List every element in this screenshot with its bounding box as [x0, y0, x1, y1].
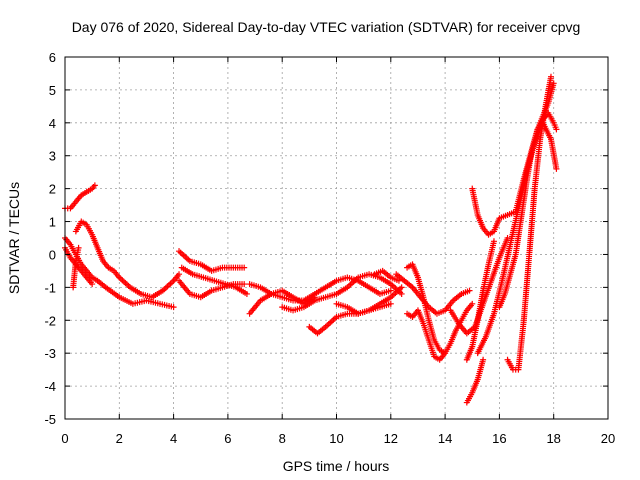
series-arc-1: [62, 182, 98, 212]
y-axis-label: SDTVAR / TECUs: [6, 182, 22, 294]
series-arc-4: [72, 218, 183, 301]
series-arc-15: [393, 271, 473, 317]
x-tick-label: 0: [61, 431, 68, 446]
data-point: [91, 182, 98, 189]
y-tick-label: 3: [49, 149, 56, 164]
x-tick-label: 6: [224, 431, 231, 446]
y-tick-label: 0: [49, 247, 56, 262]
series-arc-14: [371, 267, 402, 284]
y-tick-label: 4: [49, 116, 56, 131]
data-point: [387, 300, 394, 307]
data-point: [241, 264, 248, 271]
data-point: [176, 271, 183, 278]
y-tick-label: -3: [44, 346, 56, 361]
series-arc-13: [333, 284, 405, 317]
y-tick-label: -2: [44, 313, 56, 328]
data-point: [170, 304, 177, 311]
axis-ticks: [64, 56, 609, 420]
y-tick-label: 2: [49, 182, 56, 197]
data-marks: [62, 73, 560, 406]
y-tick-label: -1: [44, 280, 56, 295]
x-tick-label: 2: [116, 431, 123, 446]
x-tick-label: 12: [384, 431, 398, 446]
x-axis-tick-labels: 0 2 4 6 8 10 12 14 16 18 20: [61, 431, 615, 446]
series-arc-19: [463, 238, 497, 363]
data-point: [480, 356, 487, 363]
data-point: [398, 284, 405, 291]
x-tick-label: 18: [546, 431, 560, 446]
x-tick-label: 20: [601, 431, 615, 446]
data-point: [75, 244, 82, 251]
x-tick-label: 16: [492, 431, 506, 446]
series-arc-8: [178, 264, 250, 297]
series-arc-20: [463, 356, 487, 406]
data-point: [490, 238, 497, 245]
data-point: [241, 281, 248, 288]
y-tick-label: 1: [49, 215, 56, 230]
x-tick-label: 10: [329, 431, 343, 446]
series-arc-10: [246, 274, 394, 304]
data-point: [547, 73, 554, 80]
data-point: [398, 290, 405, 297]
data-point: [553, 165, 560, 172]
data-point: [243, 290, 250, 297]
data-point: [89, 281, 96, 288]
data-point: [553, 126, 560, 133]
data-point: [466, 287, 473, 294]
y-tick-label: 5: [49, 83, 56, 98]
data-point: [469, 300, 476, 307]
series-arc-16: [404, 261, 476, 357]
series-arc-17: [404, 307, 449, 363]
data-point: [550, 80, 557, 87]
series-arc-5: [70, 244, 82, 291]
series-arc-24: [504, 73, 554, 373]
x-axis-label: GPS time / hours: [283, 458, 390, 474]
y-tick-label: -4: [44, 379, 56, 394]
series-arc-18: [447, 235, 511, 337]
y-axis-tick-labels: -5 -4 -3 -2 -1 0 1 2 3 4 5 6: [44, 50, 56, 427]
grid: [65, 57, 608, 419]
series-arc-6: [176, 248, 248, 274]
data-point: [387, 287, 394, 294]
y-tick-label: -5: [44, 412, 56, 427]
y-tick-label: 6: [49, 50, 56, 65]
data-point: [442, 350, 449, 357]
x-tick-label: 14: [438, 431, 452, 446]
x-tick-label: 8: [279, 431, 286, 446]
x-tick-label: 4: [170, 431, 177, 446]
chart-title: Day 076 of 2020, Sidereal Day-to-day VTE…: [72, 19, 581, 35]
series-arc-12: [306, 300, 394, 337]
